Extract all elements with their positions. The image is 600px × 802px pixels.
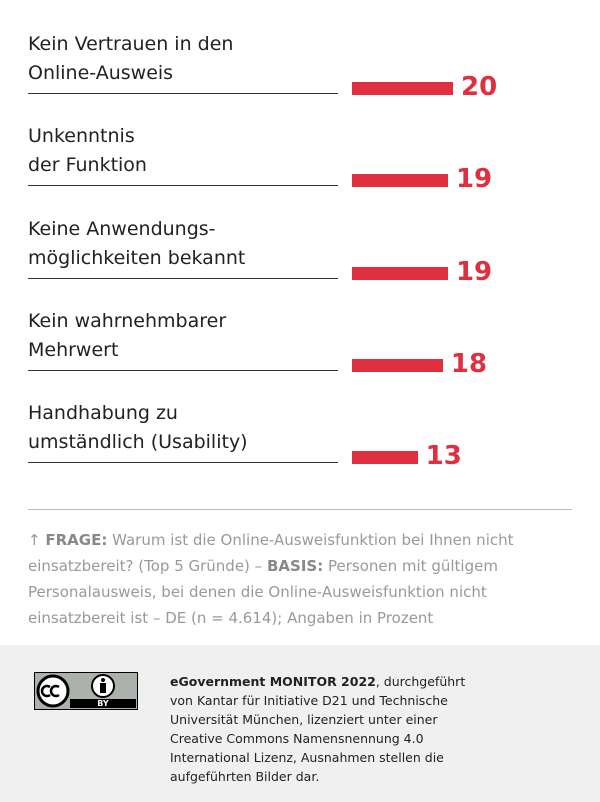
separator	[28, 509, 572, 510]
category-label: Unkenntnis der Funktion	[28, 125, 147, 177]
question-label: FRAGE:	[45, 531, 108, 549]
license-body: , durchgeführt von Kantar für Initiative…	[170, 674, 466, 784]
footnote: ↑ FRAGE: Warum ist die Online-Ausweisfun…	[28, 527, 548, 631]
value-label: 19	[455, 164, 493, 195]
category-label: Kein wahrnehmbarer Mehrwert	[28, 309, 227, 361]
row-rule	[28, 369, 338, 371]
bar	[352, 451, 418, 465]
row-rule	[28, 277, 338, 279]
category-label: Keine Anwendungs- möglichkeiten bekannt	[28, 217, 246, 269]
value-label: 18	[450, 348, 488, 379]
license-title: eGovernment MONITOR 2022	[170, 674, 376, 689]
cc-by-icon: BY	[34, 672, 138, 710]
category-label: Handhabung zu umständlich (Usability)	[28, 402, 248, 454]
row-rule	[28, 185, 338, 187]
footer: BY eGovernment MONITOR 2022, durchgeführ…	[0, 645, 600, 802]
marker: ↑	[28, 531, 41, 549]
row-rule	[28, 93, 338, 94]
category-label: Kein Vertrauen in den Online-Ausweis	[28, 33, 234, 84]
value-label: 13	[425, 441, 462, 472]
basis-label: BASIS:	[266, 557, 324, 575]
basis: Personen mit gültigem Personalausweis, b…	[28, 557, 498, 627]
value-label: 20	[461, 72, 498, 102]
license-text: eGovernment MONITOR 2022, durchgeführt v…	[170, 672, 470, 786]
bar	[352, 82, 453, 95]
bar	[352, 266, 448, 280]
bar	[352, 174, 448, 188]
bar	[352, 358, 443, 372]
row-rule	[28, 462, 338, 464]
value-label: 19	[455, 256, 493, 287]
question: Warum ist die Online-Ausweisfunktion bei…	[28, 531, 514, 575]
icon-label: BY	[97, 699, 109, 708]
